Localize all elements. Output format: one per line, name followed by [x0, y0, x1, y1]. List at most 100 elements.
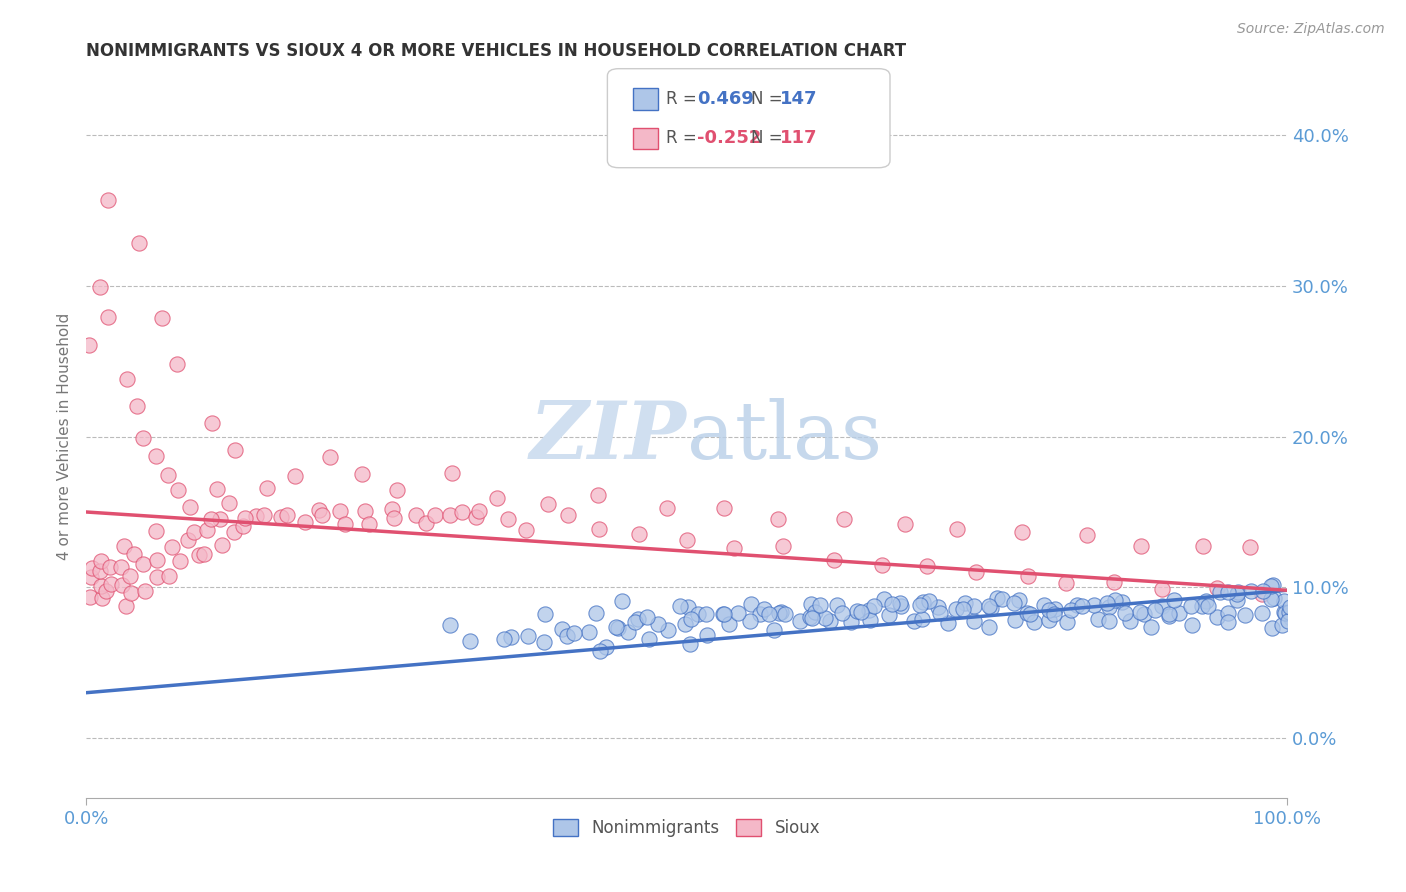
Point: [1015, 607, 1038, 621]
Point: [1216, 615, 1239, 630]
Point: [1277, 614, 1299, 628]
Point: [1206, 581, 1229, 595]
Point: [80, 570, 103, 584]
Point: [1279, 611, 1302, 625]
Point: [1043, 607, 1066, 621]
Point: [623, 615, 645, 629]
Point: [695, 607, 717, 621]
Point: [589, 644, 612, 658]
Point: [1226, 587, 1249, 601]
Point: [1167, 607, 1189, 621]
Point: [1098, 600, 1121, 615]
Point: [636, 610, 658, 624]
Point: [276, 508, 298, 522]
Point: [928, 606, 950, 620]
Point: [200, 512, 222, 526]
Point: [894, 517, 917, 532]
Point: [1114, 606, 1136, 620]
Point: [678, 600, 700, 615]
Text: 0.469: 0.469: [697, 90, 754, 108]
Point: [550, 622, 572, 636]
Point: [1152, 599, 1174, 613]
Point: [1239, 583, 1261, 598]
Point: [1263, 591, 1285, 606]
Point: [112, 539, 135, 553]
Point: [224, 442, 246, 457]
Point: [233, 511, 256, 525]
Text: N =: N =: [751, 129, 787, 147]
Point: [97, 310, 120, 324]
Point: [953, 597, 976, 611]
Point: [359, 516, 381, 531]
Point: [134, 584, 156, 599]
Point: [1150, 582, 1173, 596]
Point: [162, 540, 184, 554]
Point: [253, 508, 276, 522]
Point: [1159, 607, 1181, 622]
Point: [1043, 602, 1066, 616]
Point: [740, 597, 762, 611]
Point: [195, 523, 218, 537]
Point: [877, 608, 900, 623]
Point: [179, 500, 201, 514]
Point: [963, 599, 986, 613]
Point: [150, 310, 173, 325]
Point: [586, 488, 609, 502]
Point: [839, 615, 862, 629]
Point: [380, 501, 402, 516]
Point: [696, 628, 718, 642]
Point: [647, 617, 669, 632]
Point: [537, 497, 560, 511]
Point: [727, 606, 749, 620]
Point: [270, 510, 292, 524]
Point: [1129, 539, 1152, 553]
Point: [1083, 598, 1105, 612]
Point: [1180, 599, 1202, 614]
Point: [832, 512, 855, 526]
Text: 117: 117: [780, 129, 818, 147]
Point: [800, 597, 823, 611]
Point: [329, 504, 352, 518]
Point: [1239, 540, 1261, 554]
Point: [1060, 603, 1083, 617]
Point: [145, 449, 167, 463]
Point: [963, 614, 986, 628]
Point: [1226, 593, 1249, 607]
Point: [679, 612, 702, 626]
Point: [820, 614, 842, 628]
Point: [936, 616, 959, 631]
Point: [607, 622, 630, 636]
Point: [188, 549, 211, 563]
Point: [831, 606, 853, 620]
Point: [167, 483, 190, 497]
Point: [132, 431, 155, 445]
Point: [284, 469, 307, 483]
Point: [208, 512, 231, 526]
Point: [166, 357, 188, 371]
Point: [657, 624, 679, 638]
Point: [516, 629, 538, 643]
Point: [749, 607, 772, 622]
Point: [335, 516, 357, 531]
Point: [965, 566, 987, 580]
Point: [211, 539, 233, 553]
Point: [1260, 579, 1282, 593]
Point: [496, 512, 519, 526]
Point: [486, 491, 509, 505]
Point: [910, 598, 932, 612]
Point: [100, 577, 122, 591]
Point: [1260, 591, 1282, 606]
Point: [769, 605, 792, 619]
Point: [890, 599, 912, 614]
Point: [858, 603, 880, 617]
Point: [1272, 605, 1295, 619]
Point: [90, 579, 112, 593]
Point: [1139, 620, 1161, 634]
Point: [859, 614, 882, 628]
Point: [814, 611, 837, 625]
Point: [1002, 596, 1025, 610]
Point: [405, 508, 427, 522]
Point: [711, 607, 734, 621]
Point: [1216, 584, 1239, 599]
Point: [825, 599, 848, 613]
